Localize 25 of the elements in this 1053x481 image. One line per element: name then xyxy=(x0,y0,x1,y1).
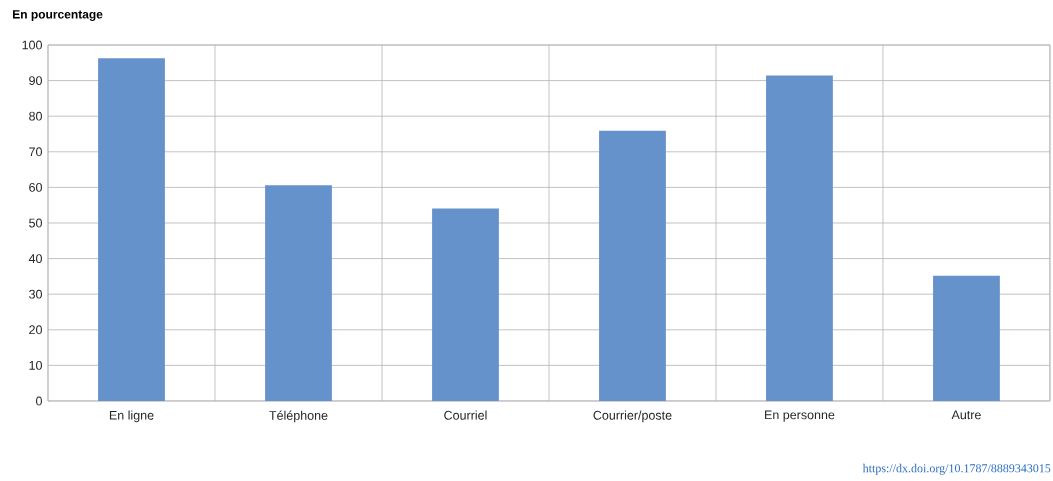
x-tick-label: Autre xyxy=(951,410,981,420)
x-tick-label: Téléphone xyxy=(269,410,328,423)
text: https://dx.doi.org/10.1787/8889343015 xyxy=(862,463,1051,475)
y-tick-label: 30 xyxy=(29,289,42,299)
y-tick-label: 50 xyxy=(29,218,42,228)
bar xyxy=(432,208,499,401)
y-tick-label: 20 xyxy=(29,325,42,335)
bar xyxy=(599,130,666,401)
x-tick-label: Courrier/poste xyxy=(593,410,672,423)
y-tick-label: 10 xyxy=(29,360,42,370)
y-tick-label: 90 xyxy=(29,76,42,86)
bar xyxy=(265,185,332,401)
bar xyxy=(766,75,833,401)
x-tick-label: Courriel xyxy=(444,410,487,420)
x-tick-label: En personne xyxy=(765,410,835,422)
y-tick-label: 80 xyxy=(29,111,42,121)
y-tick-label: 100 xyxy=(22,40,42,50)
chart-title: En pourcentage xyxy=(13,10,103,21)
y-tick-label: 60 xyxy=(29,182,42,192)
x-tick-label: En ligne xyxy=(109,410,154,423)
y-tick-label: 40 xyxy=(28,254,42,264)
y-tick-label: 0 xyxy=(36,396,42,406)
bar xyxy=(933,275,1000,401)
bar xyxy=(98,58,165,401)
y-tick-label: 70 xyxy=(29,147,42,157)
